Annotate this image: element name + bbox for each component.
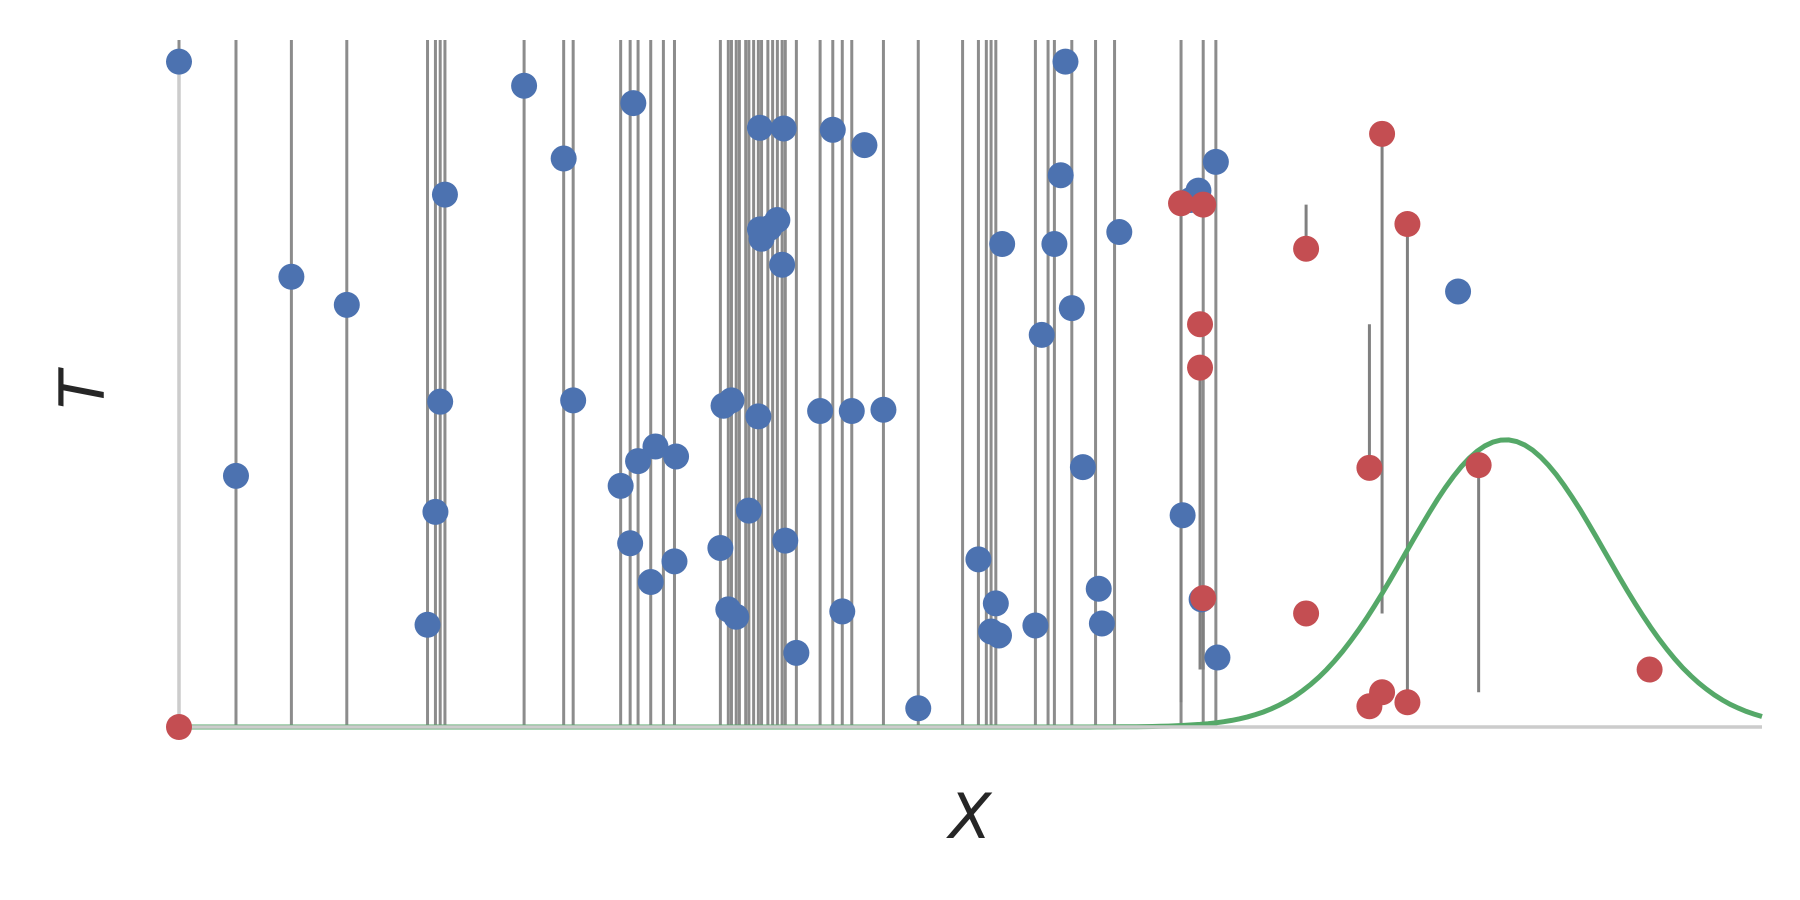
sample-point — [1022, 612, 1049, 639]
moved-point — [1187, 354, 1214, 381]
sample-point — [166, 48, 192, 75]
moved-point — [1187, 311, 1214, 338]
sample-point — [723, 603, 750, 630]
moved-point — [1369, 679, 1396, 706]
points-layer — [166, 48, 1663, 740]
sample-point — [985, 622, 1012, 649]
sample-point — [1169, 502, 1196, 529]
moved-point — [1636, 656, 1663, 683]
sample-point — [1085, 575, 1112, 602]
sample-point — [735, 497, 762, 524]
sample-point — [982, 590, 1009, 617]
y-axis-label: T — [46, 367, 119, 409]
sample-point — [965, 546, 992, 573]
moved-point — [1293, 600, 1320, 627]
sample-point — [625, 448, 652, 475]
sample-point — [718, 387, 745, 414]
stems-layer — [177, 40, 1218, 727]
sample-point — [1204, 644, 1231, 671]
moved-point — [1394, 210, 1421, 237]
sample-point — [819, 116, 846, 143]
sample-point — [511, 72, 538, 99]
sample-point — [769, 251, 796, 278]
sample-point — [770, 115, 797, 142]
sample-point — [905, 695, 932, 722]
sample-point — [333, 291, 360, 318]
sample-point — [560, 387, 587, 414]
moved-point — [1190, 585, 1217, 612]
sample-point — [829, 598, 856, 625]
moved-point — [166, 714, 192, 740]
sample-point — [772, 527, 799, 554]
moved-point — [1190, 191, 1217, 218]
sample-point — [431, 181, 458, 208]
sample-point — [764, 206, 791, 233]
sample-point — [637, 569, 664, 596]
axes — [177, 52, 1762, 729]
sample-point — [414, 611, 441, 638]
sample-point — [620, 90, 647, 117]
sample-point — [745, 403, 772, 430]
moved-point — [1465, 452, 1492, 479]
sample-point — [838, 398, 865, 425]
sample-point — [807, 398, 834, 425]
sample-point — [1069, 454, 1096, 481]
sample-point — [607, 472, 634, 499]
moved-point — [1394, 689, 1421, 716]
sample-point — [851, 132, 878, 159]
x-axis-label: X — [946, 780, 993, 853]
sample-point — [427, 388, 454, 415]
moved-point — [1356, 454, 1383, 481]
sample-point — [870, 396, 897, 423]
moved-point — [1293, 235, 1320, 262]
sample-point — [222, 462, 249, 489]
moved-point — [1168, 190, 1195, 217]
sample-point — [1088, 610, 1115, 637]
sample-point — [1106, 219, 1133, 246]
arrows-layer — [177, 133, 1481, 727]
sample-point — [1028, 321, 1055, 348]
moved-point — [1369, 120, 1396, 147]
sample-point — [550, 145, 577, 172]
sample-point — [663, 443, 690, 470]
density-curve — [179, 437, 1763, 730]
sample-point — [1052, 48, 1079, 75]
sample-point — [783, 639, 810, 666]
sample-point — [746, 114, 773, 141]
sample-point — [1041, 231, 1068, 258]
sample-point — [1058, 295, 1085, 322]
sample-point — [642, 433, 669, 460]
sample-point — [1047, 162, 1074, 189]
sample-point — [1445, 278, 1472, 305]
sample-point — [661, 548, 688, 575]
sample-point — [989, 231, 1016, 258]
sample-point — [1202, 148, 1229, 175]
sample-point — [278, 263, 305, 290]
sample-point — [617, 530, 644, 557]
sample-point — [707, 534, 734, 561]
sample-point — [422, 498, 449, 525]
